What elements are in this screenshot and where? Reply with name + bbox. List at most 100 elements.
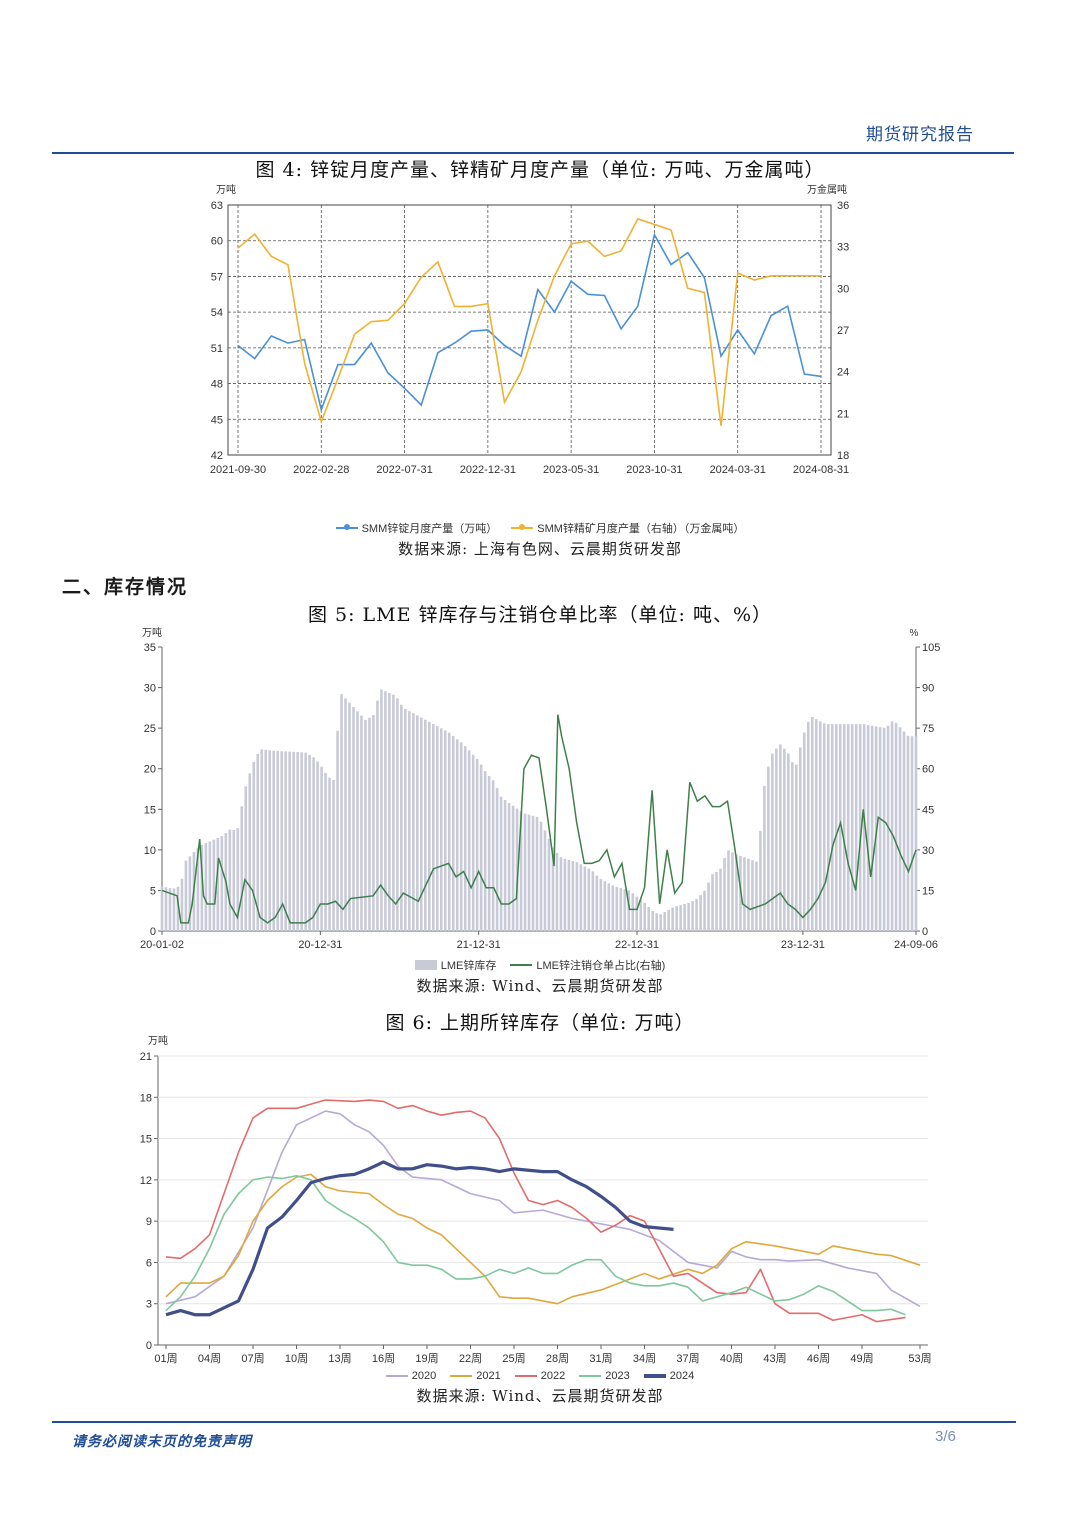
legend-entry: 2022 xyxy=(514,1370,566,1382)
inventory-bar xyxy=(491,780,495,931)
footer-disclaimer: 请务必阅读末页的免责声明 xyxy=(72,1434,252,1450)
inventory-bar xyxy=(763,785,766,931)
inventory-bar xyxy=(284,751,287,931)
y-left-unit: 万吨 xyxy=(142,626,162,639)
inventory-bar xyxy=(499,796,503,931)
legend-label: SMM锌精矿月度产量（右轴）（万金属吨） xyxy=(537,523,745,535)
footer-divider xyxy=(52,1421,1016,1423)
inventory-bar xyxy=(372,714,375,931)
legend-swatch xyxy=(450,1375,473,1377)
legend-label: 2022 xyxy=(540,1370,566,1382)
inventory-bar xyxy=(515,808,519,931)
inventory-bar xyxy=(400,704,403,931)
inventory-bar xyxy=(384,691,387,931)
x-tick-label: 34周 xyxy=(633,1352,656,1365)
inventory-bar xyxy=(671,907,674,931)
y-right-tick-label: 21 xyxy=(837,408,849,420)
legend-entry: LME锌注销仓单占比(右轴) xyxy=(510,957,665,973)
inventory-bar xyxy=(874,726,878,931)
inventory-bar xyxy=(212,839,216,931)
header-divider xyxy=(52,152,1014,154)
x-tick-label: 10周 xyxy=(285,1352,308,1365)
inventory-bar xyxy=(364,719,367,931)
inventory-bar xyxy=(420,717,423,931)
legend-label: 2024 xyxy=(669,1370,695,1382)
x-tick-label: 53周 xyxy=(908,1352,931,1365)
inventory-bar xyxy=(627,890,631,931)
inventory-bar xyxy=(547,838,551,931)
legend-swatch xyxy=(385,1375,408,1377)
figure-4-source: 数据来源: 上海有色网、云晨期货研发部 xyxy=(398,540,682,558)
inventory-bar xyxy=(296,752,299,931)
series-line-2022 xyxy=(165,1099,906,1323)
inventory-bar xyxy=(256,753,260,931)
x-tick-label: 31周 xyxy=(589,1352,612,1365)
y-left-tick-label: 5 xyxy=(150,885,156,897)
x-tick-label: 07周 xyxy=(241,1352,264,1365)
inventory-bar xyxy=(707,882,710,931)
legend-label: LME锌注销仓单占比(右轴) xyxy=(536,960,666,972)
inventory-bar xyxy=(356,711,359,931)
y-left-tick-label: 10 xyxy=(144,845,156,857)
inventory-bar xyxy=(503,799,507,931)
series-line-zinc-concentrate xyxy=(237,217,821,426)
inventory-bar xyxy=(467,750,471,931)
inventory-bar xyxy=(906,735,910,931)
y-tick-label: 15 xyxy=(140,1134,152,1146)
chart-zinc-production: 42 45 48 51 54 57 60 63 18 21 24 27 30 33 36 2021-09-30… xyxy=(210,183,849,476)
inventory-bar xyxy=(631,893,635,931)
inventory-bar xyxy=(791,762,794,931)
legend-swatch xyxy=(643,1374,666,1378)
inventory-bar xyxy=(810,716,814,931)
y-tick-label: 18 xyxy=(140,1092,152,1104)
inventory-bar xyxy=(244,786,248,931)
inventory-bar xyxy=(719,868,722,931)
inventory-bar xyxy=(352,707,355,931)
y-left-tick-label: 35 xyxy=(144,642,156,654)
inventory-bar xyxy=(164,887,168,931)
x-tick-label: 20-12-31 xyxy=(298,939,342,951)
inventory-bar xyxy=(858,724,862,931)
inventory-bar xyxy=(894,722,898,931)
legend-label: LME锌库存 xyxy=(440,960,497,972)
inventory-bar xyxy=(687,902,690,931)
inventory-bar xyxy=(591,871,595,931)
y-left-tick-label: 63 xyxy=(211,200,223,212)
inventory-bar xyxy=(699,895,702,931)
inventory-bar xyxy=(723,857,726,931)
inventory-bar xyxy=(695,898,698,931)
inventory-bar xyxy=(731,852,734,931)
inventory-bar xyxy=(659,914,662,931)
inventory-bar xyxy=(830,724,834,931)
inventory-bar xyxy=(344,698,347,931)
inventory-bar xyxy=(376,700,379,931)
x-tick-label: 2022-12-31 xyxy=(460,464,516,476)
y-left-tick-label: 25 xyxy=(144,723,156,735)
inventory-bar xyxy=(615,887,619,931)
x-tick-label: 40周 xyxy=(720,1352,743,1365)
inventory-bar xyxy=(204,843,208,931)
inventory-bar xyxy=(431,723,435,931)
inventory-bar xyxy=(910,736,914,931)
inventory-bar xyxy=(332,779,335,931)
inventory-bar xyxy=(775,748,778,931)
inventory-bar xyxy=(802,732,806,931)
legend-marker xyxy=(343,524,350,530)
inventory-bar xyxy=(886,725,890,931)
x-tick-label: 2024-08-31 xyxy=(793,464,849,476)
inventory-bar xyxy=(184,860,188,931)
inventory-bar xyxy=(348,702,351,931)
inventory-bar xyxy=(280,751,283,931)
inventory-bar xyxy=(543,830,547,931)
inventory-bar xyxy=(316,761,319,931)
legend-entry: SMM锌精矿月度产量（右轴）（万金属吨） xyxy=(511,520,744,536)
inventory-bar xyxy=(747,858,750,931)
inventory-bar xyxy=(292,751,295,931)
inventory-bar xyxy=(300,752,303,931)
inventory-bar xyxy=(623,889,627,931)
inventory-bar xyxy=(360,715,363,931)
inventory-bar xyxy=(647,907,651,931)
y-right-tick-label: 24 xyxy=(837,367,849,379)
inventory-bar xyxy=(655,913,658,931)
inventory-bar xyxy=(180,878,184,931)
